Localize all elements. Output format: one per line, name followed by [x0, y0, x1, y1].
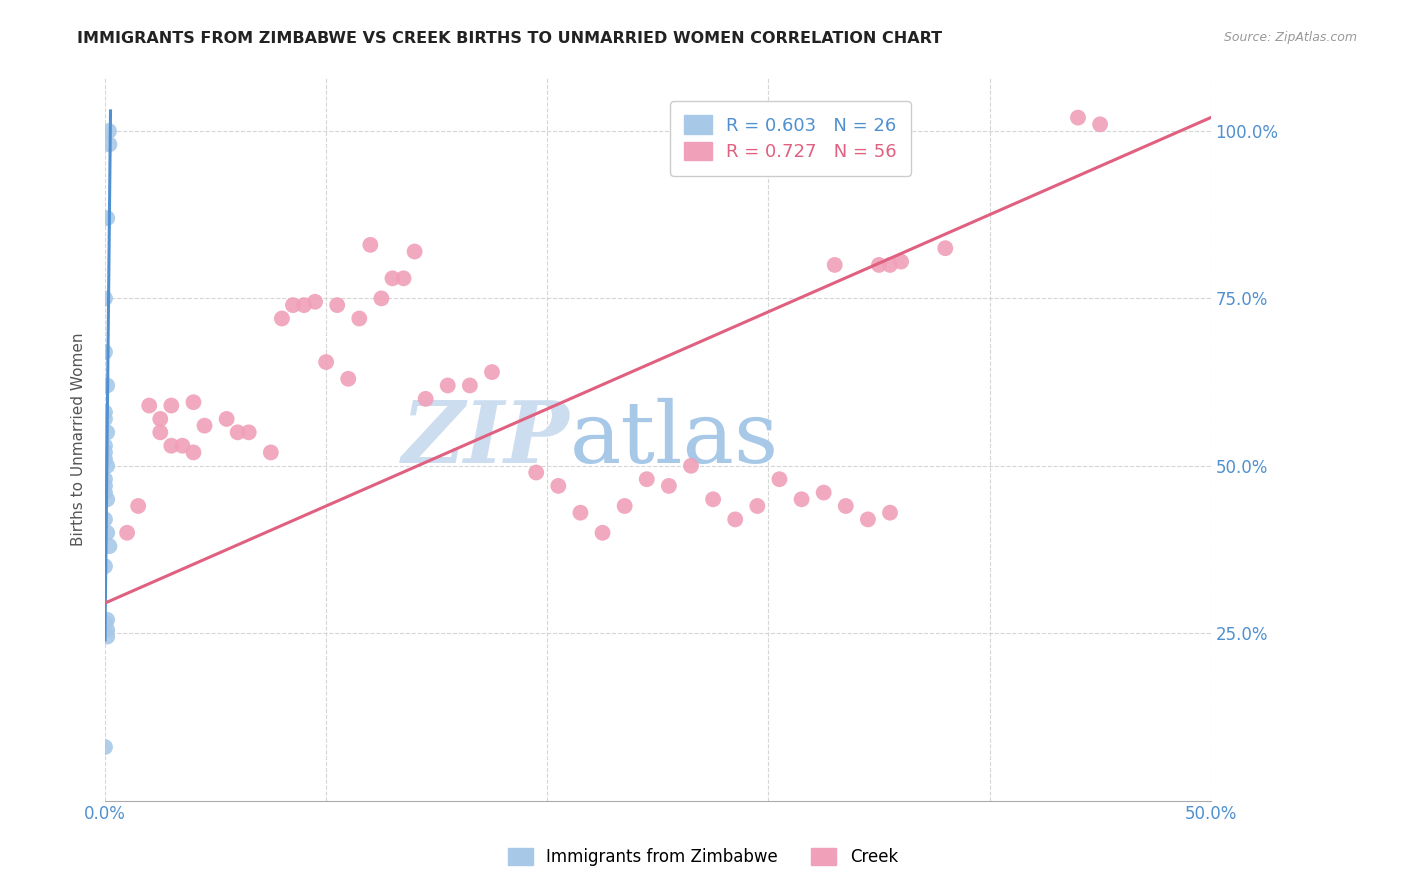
Point [856, 512, 879, 526]
Point [415, 392, 437, 406]
Point [115, 525, 138, 540]
Point [96, 623, 118, 637]
Point [359, 237, 381, 252]
Point [879, 258, 901, 272]
Point [94, 292, 117, 306]
Point [149, 425, 172, 440]
Text: IMMIGRANTS FROM ZIMBABWE VS CREEK BIRTHS TO UNMARRIED WOMEN CORRELATION CHART: IMMIGRANTS FROM ZIMBABWE VS CREEK BIRTHS… [77, 31, 942, 46]
Point [193, 418, 215, 433]
Point [226, 425, 249, 440]
Point [270, 311, 292, 326]
Point [94, 472, 117, 486]
Point [149, 412, 172, 426]
Point [337, 372, 360, 386]
Point [724, 512, 747, 526]
Point [94, 345, 117, 359]
Point [1067, 111, 1090, 125]
Point [569, 506, 592, 520]
Point [813, 485, 835, 500]
Point [436, 378, 458, 392]
Point [404, 244, 426, 259]
Point [94, 485, 117, 500]
Point [835, 499, 858, 513]
Point [292, 298, 315, 312]
Point [304, 294, 326, 309]
Point [381, 271, 404, 285]
Point [592, 525, 614, 540]
Point [94, 445, 117, 459]
Point [96, 211, 118, 225]
Point [172, 439, 194, 453]
Point [94, 616, 117, 631]
Point [96, 613, 118, 627]
Text: atlas: atlas [569, 398, 779, 481]
Point [613, 499, 636, 513]
Point [94, 412, 117, 426]
Point [96, 525, 118, 540]
Point [94, 512, 117, 526]
Point [890, 254, 912, 268]
Point [315, 355, 337, 369]
Point [547, 479, 569, 493]
Point [790, 492, 813, 507]
Legend: R = 0.603   N = 26, R = 0.727   N = 56: R = 0.603 N = 26, R = 0.727 N = 56 [671, 101, 911, 176]
Point [94, 740, 117, 755]
Point [879, 506, 901, 520]
Point [138, 399, 160, 413]
Point [98, 124, 121, 138]
Point [481, 365, 503, 379]
Point [96, 378, 118, 392]
Point [94, 452, 117, 467]
Point [636, 472, 658, 486]
Point [824, 258, 846, 272]
Point [747, 499, 769, 513]
Point [1088, 117, 1111, 131]
Point [96, 492, 118, 507]
Point [215, 412, 238, 426]
Point [934, 241, 956, 255]
Point [96, 458, 118, 473]
Point [392, 271, 415, 285]
Legend: Immigrants from Zimbabwe, Creek: Immigrants from Zimbabwe, Creek [495, 834, 911, 880]
Point [524, 466, 547, 480]
Point [868, 258, 890, 272]
Point [702, 492, 724, 507]
Point [94, 479, 117, 493]
Point [183, 395, 205, 409]
Point [260, 445, 283, 459]
Point [349, 311, 371, 326]
Point [96, 630, 118, 644]
Point [458, 378, 481, 392]
Point [679, 458, 702, 473]
Point [326, 298, 349, 312]
Point [238, 425, 260, 440]
Y-axis label: Births to Unmarried Women: Births to Unmarried Women [72, 333, 86, 546]
Text: ZIP: ZIP [402, 397, 569, 481]
Point [160, 399, 183, 413]
Point [160, 439, 183, 453]
Point [94, 439, 117, 453]
Point [127, 499, 149, 513]
Point [96, 425, 118, 440]
Point [183, 445, 205, 459]
Point [94, 405, 117, 419]
Point [98, 539, 121, 553]
Point [94, 559, 117, 574]
Point [768, 472, 790, 486]
Point [281, 298, 304, 312]
Point [658, 479, 681, 493]
Text: Source: ZipAtlas.com: Source: ZipAtlas.com [1223, 31, 1357, 45]
Point [370, 292, 392, 306]
Point [98, 137, 121, 152]
